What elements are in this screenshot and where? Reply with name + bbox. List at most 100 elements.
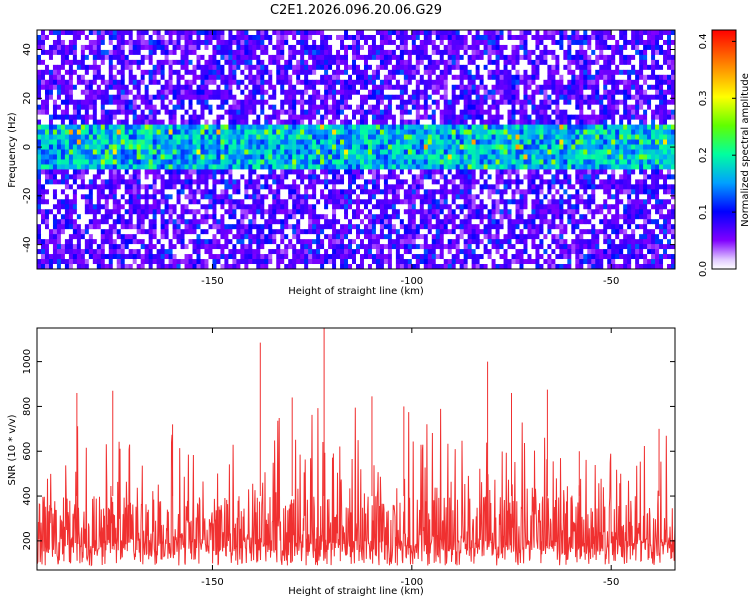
heatmap-cell — [37, 79, 42, 86]
heatmap-cell — [136, 164, 142, 170]
heatmap-cell — [451, 84, 457, 91]
heatmap-cell — [40, 184, 46, 190]
heatmap-cell — [379, 134, 385, 140]
heatmap-cell — [296, 89, 301, 96]
heatmap-cell — [403, 174, 409, 180]
heatmap-cell — [371, 74, 377, 81]
heatmap-cell — [108, 124, 114, 130]
heatmap-cell — [320, 179, 325, 185]
heatmap-cell — [659, 134, 664, 140]
heatmap-cell — [575, 74, 580, 81]
heatmap-cell — [224, 79, 229, 86]
heatmap-cell — [471, 164, 477, 170]
heatmap-cell — [431, 164, 437, 170]
heatmap-cell — [607, 69, 612, 76]
heatmap-cell — [40, 144, 46, 150]
heatmap-cell — [156, 149, 162, 155]
heatmap-cell — [583, 119, 588, 126]
heatmap-cell — [667, 139, 672, 145]
heatmap-cell — [160, 79, 165, 86]
heatmap-cell — [192, 169, 197, 175]
heatmap-cell — [236, 119, 241, 126]
heatmap-cell — [423, 154, 429, 160]
heatmap-cell — [332, 124, 337, 130]
heatmap-cell — [64, 99, 70, 106]
heatmap-cell — [635, 39, 640, 46]
heatmap-cell — [647, 64, 652, 71]
heatmap-cell — [232, 99, 237, 106]
heatmap-cell — [599, 134, 604, 140]
heatmap-cell — [635, 129, 640, 135]
heatmap-cell — [248, 149, 253, 155]
heatmap-cell — [611, 49, 616, 56]
heatmap-cell — [487, 79, 492, 86]
heatmap-cell — [395, 39, 401, 46]
heatmap-cell — [68, 134, 74, 140]
heatmap-cell — [336, 139, 341, 145]
heatmap-cell — [112, 109, 118, 116]
heatmap-cell — [555, 84, 560, 91]
heatmap-cell — [483, 79, 488, 86]
heatmap-cell — [340, 139, 345, 145]
heatmap-cell — [76, 159, 82, 165]
heatmap-cell — [611, 129, 616, 135]
heatmap-cell — [663, 69, 668, 76]
heatmap-cell — [40, 54, 46, 61]
heatmap-cell — [288, 104, 293, 111]
heatmap-cell — [328, 84, 333, 91]
heatmap-cell — [479, 94, 484, 101]
heatmap-cell — [48, 159, 54, 165]
heatmap-cell — [104, 74, 110, 81]
heatmap-cell — [579, 179, 584, 185]
heatmap-cell — [435, 44, 441, 51]
heatmap-cell — [515, 104, 520, 111]
heatmap-cell — [575, 30, 580, 36]
heatmap-cell — [459, 129, 465, 135]
heatmap-cell — [459, 59, 465, 66]
heatmap-cell — [80, 109, 86, 116]
heatmap-cell — [379, 44, 385, 51]
heatmap-cell — [423, 30, 429, 36]
heatmap-cell — [495, 44, 500, 51]
heatmap-cell — [216, 54, 221, 61]
heatmap-cell — [76, 89, 82, 96]
heatmap-cell — [200, 30, 205, 36]
heatmap-cell — [583, 134, 588, 140]
heatmap-cell — [579, 44, 584, 51]
heatmap-cell — [643, 74, 648, 81]
heatmap-cell — [455, 30, 461, 36]
heatmap-cell — [627, 64, 632, 71]
heatmap-cell — [667, 54, 672, 61]
heatmap-cell — [627, 134, 632, 140]
heatmap-cell — [595, 144, 600, 150]
heatmap-cell — [84, 109, 90, 116]
heatmap-cell — [64, 69, 70, 76]
heatmap-cell — [459, 144, 465, 150]
heatmap-cell — [667, 104, 672, 111]
heatmap-cell — [48, 89, 54, 96]
heatmap-cell — [639, 64, 644, 71]
heatmap-cell — [148, 74, 154, 81]
heatmap-cell — [68, 79, 74, 86]
heatmap-cell — [212, 139, 217, 145]
heatmap-cell — [519, 149, 524, 155]
heatmap-cell — [519, 119, 524, 126]
heatmap-cell — [204, 124, 209, 130]
heatmap-cell — [68, 39, 74, 46]
heatmap-cell — [124, 54, 130, 61]
heatmap-cell — [563, 54, 568, 61]
heatmap-cell — [356, 104, 361, 111]
heatmap-cell — [256, 49, 261, 56]
heatmap-cell — [495, 179, 500, 185]
heatmap-cell — [232, 34, 237, 41]
heatmap-cell — [563, 109, 568, 116]
heatmap-cell — [40, 174, 46, 180]
heatmap-cell — [280, 104, 285, 111]
heatmap-cell — [200, 139, 205, 145]
heatmap-cell — [587, 174, 592, 180]
heatmap-cell — [128, 34, 134, 41]
heatmap-cell — [635, 119, 640, 126]
heatmap-cell — [196, 134, 201, 140]
heatmap-cell — [88, 124, 94, 130]
heatmap-cell — [224, 149, 229, 155]
